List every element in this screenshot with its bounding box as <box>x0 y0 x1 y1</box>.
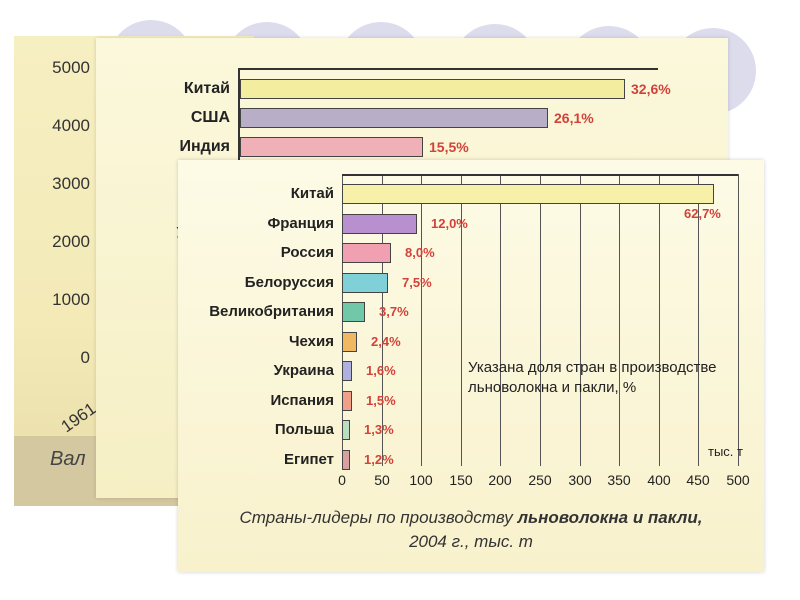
y-tick-label: 0 <box>80 348 90 367</box>
category-label: Испания <box>270 391 334 409</box>
data-label: 1,3% <box>364 422 394 437</box>
chart-axis-line <box>238 68 240 208</box>
data-label: 2,4% <box>371 333 401 349</box>
category-label: Польша <box>274 421 334 438</box>
chart-caption: Страны-лидеры по производству льноволокн… <box>178 506 764 554</box>
caption-line-2: 2004 г., тыс. т <box>409 532 533 551</box>
category-label: Чехия <box>289 332 334 350</box>
grid-line <box>580 174 581 466</box>
x-tick-label: 0 <box>338 472 346 488</box>
data-label: 15,5% <box>429 139 469 155</box>
data-label: 3,7% <box>379 304 409 319</box>
y-tick-label: 5000 <box>52 58 90 77</box>
bar <box>342 243 391 263</box>
bar <box>342 213 417 234</box>
plot-top-border <box>342 174 738 176</box>
grid-line <box>619 174 620 466</box>
grid-line <box>421 174 422 466</box>
y-tick-label: 4000 <box>52 116 90 135</box>
chart-annotation: Указана доля стран в производстве льново… <box>468 359 717 396</box>
data-label: 1,5% <box>366 392 396 408</box>
data-label: 1,6% <box>366 363 396 378</box>
x-tick-label: 50 <box>374 472 390 488</box>
y-tick-label: 2000 <box>52 232 90 251</box>
bar <box>342 272 388 293</box>
caption-text: Страны-лидеры по производству <box>239 508 518 527</box>
x-axis-unit: тыс. т <box>708 444 743 459</box>
category-label: Россия <box>280 244 334 261</box>
x-tick-label: 250 <box>528 472 552 488</box>
data-label: 12,0% <box>431 215 468 231</box>
category-label: Индия <box>179 138 231 155</box>
grid-line <box>500 174 501 466</box>
x-tick-label: 150 <box>449 472 473 488</box>
category-label: Великобритания <box>209 303 334 320</box>
x-tick-label: 200 <box>488 472 512 488</box>
data-label: 62,7% <box>684 206 721 221</box>
grid-line <box>738 174 739 466</box>
data-label: 32,6% <box>631 81 671 97</box>
y-tick-label: 3000 <box>52 174 90 193</box>
category-label: Украина <box>273 362 334 379</box>
footer-caption: Вал <box>50 448 86 470</box>
grid-line <box>698 174 699 466</box>
bar <box>342 331 357 352</box>
grid-line <box>540 174 541 466</box>
category-label: Китай <box>290 185 334 202</box>
bar <box>342 302 365 322</box>
grid-line <box>382 174 383 466</box>
y-tick-label: 1000 <box>52 290 90 309</box>
bar <box>342 184 714 204</box>
bar <box>342 361 352 381</box>
caption-bold-text: льноволокна и пакли, <box>517 508 703 527</box>
chart-top-line <box>238 68 658 70</box>
x-tick-label: 350 <box>607 472 631 488</box>
grid-line <box>461 174 462 466</box>
data-label: 1,2% <box>364 451 394 467</box>
data-label: 7,5% <box>402 274 432 290</box>
front-chart-panel: Указана доля стран в производстве льново… <box>178 160 764 572</box>
data-label: 8,0% <box>405 245 435 260</box>
bar <box>342 390 352 411</box>
grid-line <box>659 174 660 466</box>
category-label: Белоруссия <box>244 273 334 291</box>
bar <box>240 137 423 157</box>
x-tick-label: 300 <box>568 472 592 488</box>
x-tick-label: 500 <box>726 472 750 488</box>
bar <box>240 79 625 99</box>
data-label: 26,1% <box>554 110 594 126</box>
category-label: Китай <box>183 80 230 97</box>
x-tick-label: 400 <box>647 472 671 488</box>
bar <box>342 420 350 440</box>
x-tick-label: 450 <box>686 472 710 488</box>
x-tick-label: 100 <box>409 472 433 488</box>
bar <box>240 108 548 128</box>
category-label: Египет <box>283 450 334 468</box>
bar <box>342 449 350 470</box>
x-axis-year-label: 1961 <box>57 398 100 437</box>
category-label: США <box>190 109 230 126</box>
category-label: Франция <box>267 214 334 232</box>
